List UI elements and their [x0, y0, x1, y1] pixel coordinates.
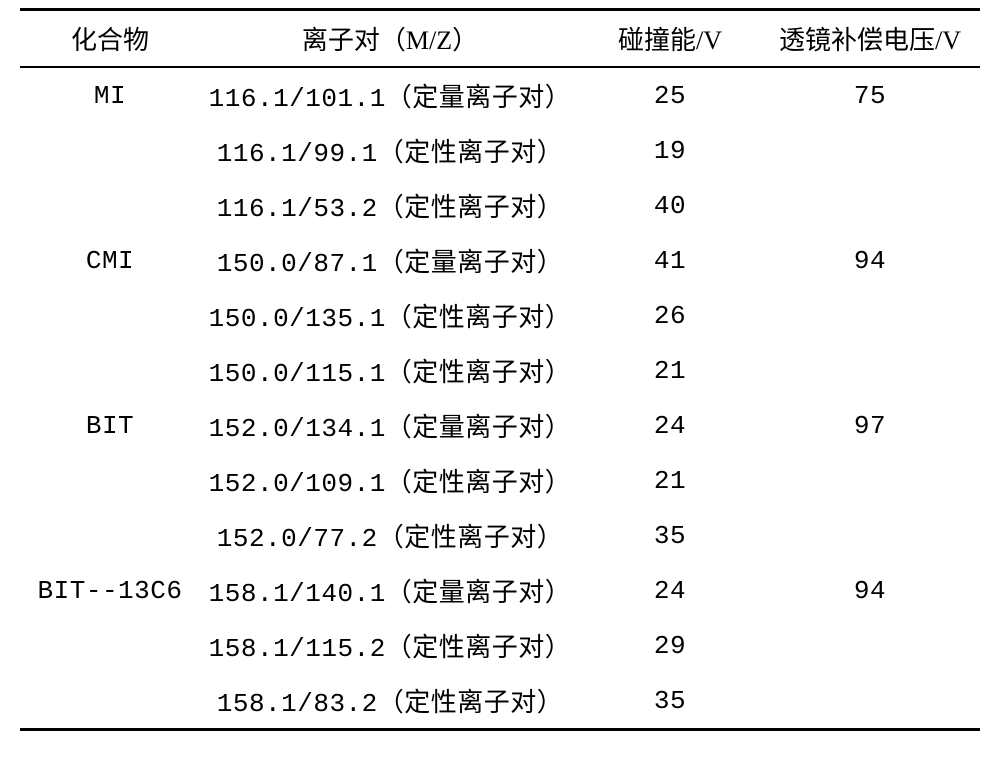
cell-compound: [20, 618, 200, 673]
table-row: 158.1/115.2（定性离子对） 29: [20, 618, 980, 673]
col-header-compound: 化合物: [20, 10, 200, 68]
cell-lens-voltage: [760, 123, 980, 178]
cell-collision-energy: 24: [580, 398, 760, 453]
cell-lens-voltage: [760, 618, 980, 673]
cell-compound: [20, 673, 200, 730]
cell-compound: [20, 288, 200, 343]
cell-collision-energy: 25: [580, 67, 760, 123]
table-row: BIT 152.0/134.1（定量离子对） 24 97: [20, 398, 980, 453]
cell-ion-pair: 152.0/109.1（定性离子对）: [200, 453, 580, 508]
cell-ion-pair: 150.0/87.1（定量离子对）: [200, 233, 580, 288]
cell-collision-energy: 35: [580, 673, 760, 730]
cell-lens-voltage: [760, 178, 980, 233]
table-row: 116.1/99.1（定性离子对） 19: [20, 123, 980, 178]
cell-ion-pair: 116.1/99.1（定性离子对）: [200, 123, 580, 178]
col-header-lens-voltage: 透镜补偿电压/V: [760, 10, 980, 68]
table-row: BIT--13C6 158.1/140.1（定量离子对） 24 94: [20, 563, 980, 618]
table-row: 152.0/109.1（定性离子对） 21: [20, 453, 980, 508]
cell-ion-pair: 150.0/135.1（定性离子对）: [200, 288, 580, 343]
cell-collision-energy: 41: [580, 233, 760, 288]
col-header-collision-energy: 碰撞能/V: [580, 10, 760, 68]
cell-collision-energy: 24: [580, 563, 760, 618]
table-row: 150.0/135.1（定性离子对） 26: [20, 288, 980, 343]
cell-ion-pair: 152.0/134.1（定量离子对）: [200, 398, 580, 453]
cell-ion-pair: 116.1/101.1（定量离子对）: [200, 67, 580, 123]
cell-compound: MI: [20, 67, 200, 123]
cell-lens-voltage: [760, 508, 980, 563]
cell-lens-voltage: 75: [760, 67, 980, 123]
table-row: 152.0/77.2（定性离子对） 35: [20, 508, 980, 563]
cell-collision-energy: 35: [580, 508, 760, 563]
cell-ion-pair: 158.1/83.2（定性离子对）: [200, 673, 580, 730]
cell-collision-energy: 26: [580, 288, 760, 343]
cell-lens-voltage: [760, 343, 980, 398]
cell-compound: [20, 123, 200, 178]
cell-lens-voltage: [760, 673, 980, 730]
cell-collision-energy: 21: [580, 453, 760, 508]
cell-ion-pair: 152.0/77.2（定性离子对）: [200, 508, 580, 563]
table-row: MI 116.1/101.1（定量离子对） 25 75: [20, 67, 980, 123]
cell-lens-voltage: 94: [760, 233, 980, 288]
cell-compound: [20, 178, 200, 233]
cell-collision-energy: 40: [580, 178, 760, 233]
cell-compound: CMI: [20, 233, 200, 288]
cell-lens-voltage: 97: [760, 398, 980, 453]
table-header-row: 化合物 离子对（M/Z） 碰撞能/V 透镜补偿电压/V: [20, 10, 980, 68]
cell-collision-energy: 21: [580, 343, 760, 398]
table-row: 116.1/53.2（定性离子对） 40: [20, 178, 980, 233]
cell-ion-pair: 150.0/115.1（定性离子对）: [200, 343, 580, 398]
cell-collision-energy: 29: [580, 618, 760, 673]
cell-lens-voltage: [760, 288, 980, 343]
cell-compound: BIT: [20, 398, 200, 453]
cell-compound: [20, 453, 200, 508]
table-row: 158.1/83.2（定性离子对） 35: [20, 673, 980, 730]
table-row: 150.0/115.1（定性离子对） 21: [20, 343, 980, 398]
cell-lens-voltage: [760, 453, 980, 508]
ms-parameters-table: 化合物 离子对（M/Z） 碰撞能/V 透镜补偿电压/V MI 116.1/101…: [20, 8, 980, 731]
cell-ion-pair: 116.1/53.2（定性离子对）: [200, 178, 580, 233]
table-row: CMI 150.0/87.1（定量离子对） 41 94: [20, 233, 980, 288]
col-header-ion-pair: 离子对（M/Z）: [200, 10, 580, 68]
cell-ion-pair: 158.1/140.1（定量离子对）: [200, 563, 580, 618]
cell-collision-energy: 19: [580, 123, 760, 178]
cell-lens-voltage: 94: [760, 563, 980, 618]
cell-compound: BIT--13C6: [20, 563, 200, 618]
ms-parameters-table-container: 化合物 离子对（M/Z） 碰撞能/V 透镜补偿电压/V MI 116.1/101…: [20, 0, 980, 731]
cell-compound: [20, 508, 200, 563]
cell-compound: [20, 343, 200, 398]
cell-ion-pair: 158.1/115.2（定性离子对）: [200, 618, 580, 673]
